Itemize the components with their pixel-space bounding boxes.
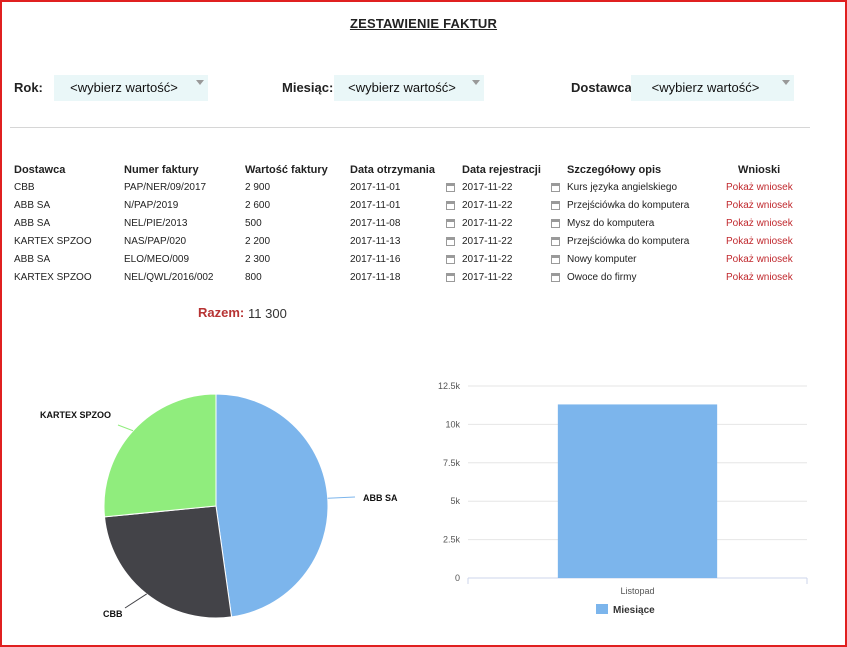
- bar-chart: 0 2.5k 5k 7.5k 10k 12.5k Listopad Miesiące: [438, 381, 808, 616]
- month-label: Miesiąc:: [282, 80, 334, 95]
- col-header-supplier: Dostawca: [14, 164, 66, 176]
- col-header-registration-date: Data rejestracji: [462, 164, 541, 176]
- cell-invoice-value: 800: [245, 272, 262, 283]
- y-tick-label: 12.5k: [438, 381, 461, 391]
- y-tick-label: 7.5k: [443, 458, 461, 468]
- show-request-link[interactable]: Pokaż wniosek: [726, 218, 793, 229]
- month-select-value: <wybierz wartość>: [348, 80, 456, 95]
- cell-invoice-number: N/PAP/2019: [124, 200, 179, 211]
- show-request-link[interactable]: Pokaż wniosek: [726, 182, 793, 193]
- cell-invoice-number: NEL/PIE/2013: [124, 218, 188, 229]
- cell-invoice-value: 500: [245, 218, 262, 229]
- legend-swatch[interactable]: [596, 604, 608, 614]
- calendar-icon[interactable]: [446, 219, 455, 228]
- show-request-link[interactable]: Pokaż wniosek: [726, 272, 793, 283]
- col-header-invoice-number: Numer faktury: [124, 164, 199, 176]
- cell-supplier: CBB: [14, 182, 35, 193]
- cell-invoice-number: NAS/PAP/020: [124, 236, 187, 247]
- bar-listopad[interactable]: [557, 404, 718, 578]
- calendar-icon[interactable]: [446, 255, 455, 264]
- divider: [10, 127, 810, 128]
- cell-invoice-number: ELO/MEO/009: [124, 254, 190, 265]
- cell-received-date: 2017-11-01: [350, 200, 401, 211]
- chevron-down-icon: [782, 80, 790, 85]
- cell-invoice-value: 2 900: [245, 182, 271, 193]
- supplier-label: Dostawca: [571, 80, 632, 95]
- cell-registration-date: 2017-11-22: [462, 272, 513, 283]
- pie-chart: ABB SA CBB KARTEX SPZOO: [40, 393, 398, 619]
- y-tick-label: 5k: [450, 496, 460, 506]
- cell-supplier: KARTEX SPZOO: [14, 272, 92, 283]
- pie-slice-abb-sa[interactable]: [215, 393, 329, 618]
- calendar-icon[interactable]: [446, 273, 455, 282]
- pie-connector-line: [117, 424, 134, 432]
- cell-registration-date: 2017-11-22: [462, 182, 513, 193]
- cell-description: Owoce do firmy: [567, 272, 637, 283]
- cell-supplier: ABB SA: [14, 254, 51, 265]
- pie-label: ABB SA: [363, 493, 398, 503]
- cell-received-date: 2017-11-18: [350, 272, 401, 283]
- calendar-icon[interactable]: [446, 237, 455, 246]
- cell-registration-date: 2017-11-22: [462, 218, 513, 229]
- show-request-link[interactable]: Pokaż wniosek: [726, 200, 793, 211]
- cell-description: Nowy komputer: [567, 254, 637, 265]
- page-title: ZESTAWIENIE FAKTUR: [349, 16, 498, 31]
- cell-invoice-number: PAP/NER/09/2017: [124, 182, 207, 193]
- col-header-description: Szczegółowy opis: [567, 164, 662, 176]
- cell-registration-date: 2017-11-22: [462, 254, 513, 265]
- cell-registration-date: 2017-11-22: [462, 200, 513, 211]
- pie-slice-cbb[interactable]: [103, 505, 233, 619]
- cell-invoice-value: 2 200: [245, 236, 271, 247]
- calendar-icon: [551, 237, 560, 246]
- cell-registration-date: 2017-11-22: [462, 236, 513, 247]
- col-header-invoice-value: Wartość faktury: [245, 164, 328, 176]
- cell-received-date: 2017-11-13: [350, 236, 401, 247]
- col-header-received-date: Data otrzymania: [350, 164, 435, 176]
- total-label: Razem:: [198, 305, 245, 320]
- cell-invoice-number: NEL/QWL/2016/002: [124, 272, 214, 283]
- calendar-icon[interactable]: [446, 201, 455, 210]
- cell-received-date: 2017-11-08: [350, 218, 401, 229]
- cell-description: Mysz do komputera: [567, 218, 655, 229]
- chevron-down-icon: [196, 80, 204, 85]
- y-tick-label: 10k: [445, 419, 460, 429]
- cell-invoice-value: 2 600: [245, 200, 271, 211]
- y-tick-label: 2.5k: [443, 535, 461, 545]
- year-select[interactable]: <wybierz wartość>: [54, 75, 208, 101]
- show-request-link[interactable]: Pokaż wniosek: [726, 254, 793, 265]
- pie-label: CBB: [103, 609, 123, 619]
- pie-connector-line: [124, 593, 147, 609]
- cell-description: Przejściówka do komputera: [567, 236, 690, 247]
- cell-supplier: ABB SA: [14, 200, 51, 211]
- pie-slice-kartex-spzoo[interactable]: [103, 393, 217, 518]
- pie-label: KARTEX SPZOO: [40, 410, 111, 420]
- col-header-requests: Wnioski: [738, 164, 781, 176]
- calendar-icon[interactable]: [446, 183, 455, 192]
- y-tick-label: 0: [455, 573, 460, 583]
- total-value: 11 300: [248, 306, 287, 321]
- cell-invoice-value: 2 300: [245, 254, 271, 265]
- calendar-icon: [551, 183, 560, 192]
- month-select[interactable]: <wybierz wartość>: [334, 75, 484, 101]
- cell-supplier: KARTEX SPZOO: [14, 236, 92, 247]
- cell-supplier: ABB SA: [14, 218, 51, 229]
- cell-received-date: 2017-11-01: [350, 182, 401, 193]
- cell-description: Kurs języka angielskiego: [567, 182, 678, 193]
- show-request-link[interactable]: Pokaż wniosek: [726, 236, 793, 247]
- year-label: Rok:: [14, 80, 43, 95]
- year-select-value: <wybierz wartość>: [70, 80, 178, 95]
- supplier-select[interactable]: <wybierz wartość>: [631, 75, 794, 101]
- chevron-down-icon: [472, 80, 480, 85]
- calendar-icon: [551, 201, 560, 210]
- legend-label[interactable]: Miesiące: [613, 605, 655, 616]
- cell-received-date: 2017-11-16: [350, 254, 401, 265]
- cell-description: Przejściówka do komputera: [567, 200, 690, 211]
- pie-connector-line: [327, 496, 356, 499]
- supplier-select-value: <wybierz wartość>: [651, 80, 760, 95]
- x-tick-label: Listopad: [620, 586, 654, 596]
- calendar-icon: [551, 219, 560, 228]
- calendar-icon: [551, 273, 560, 282]
- calendar-icon: [551, 255, 560, 264]
